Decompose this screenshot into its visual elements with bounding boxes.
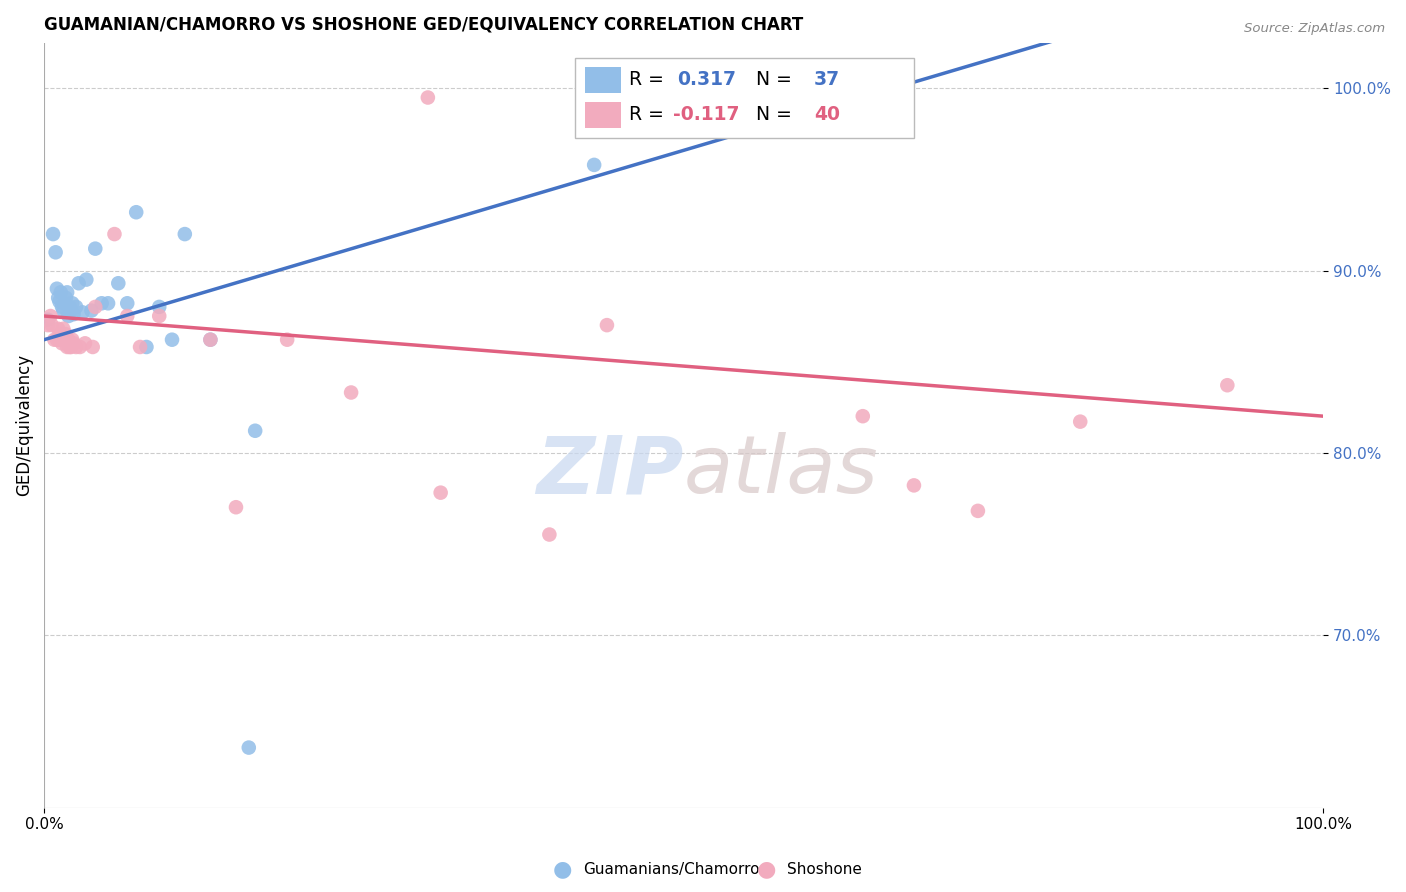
Point bbox=[84, 300, 107, 314]
Point bbox=[59, 340, 82, 354]
Point bbox=[148, 309, 170, 323]
Point bbox=[243, 424, 266, 438]
Text: N =: N = bbox=[744, 105, 797, 124]
Point bbox=[1069, 415, 1091, 429]
Text: N =: N = bbox=[744, 70, 797, 89]
Bar bbox=[585, 102, 621, 128]
Point bbox=[200, 333, 222, 347]
Point bbox=[59, 300, 82, 314]
Point bbox=[37, 318, 59, 332]
Point bbox=[340, 385, 363, 400]
Point bbox=[276, 333, 298, 347]
Point bbox=[44, 333, 66, 347]
Point bbox=[103, 227, 125, 241]
Point bbox=[117, 309, 139, 323]
Point bbox=[41, 318, 63, 332]
Point bbox=[59, 340, 82, 354]
Point bbox=[429, 485, 451, 500]
Point bbox=[65, 300, 87, 314]
Point bbox=[55, 291, 77, 305]
Point bbox=[90, 296, 112, 310]
Point bbox=[80, 303, 103, 318]
Text: ZIP: ZIP bbox=[536, 432, 683, 510]
Point bbox=[51, 336, 73, 351]
Text: ●: ● bbox=[756, 860, 776, 880]
Point bbox=[107, 277, 129, 291]
Point bbox=[852, 409, 875, 424]
Text: Shoshone: Shoshone bbox=[787, 863, 862, 877]
Point bbox=[46, 322, 69, 336]
Point bbox=[173, 227, 195, 241]
Point bbox=[69, 340, 91, 354]
Point bbox=[596, 318, 619, 332]
Point bbox=[45, 282, 67, 296]
Point bbox=[225, 500, 247, 515]
Point bbox=[148, 300, 170, 314]
Point bbox=[583, 158, 606, 172]
Point bbox=[39, 309, 62, 323]
Point bbox=[659, 87, 682, 101]
Point bbox=[125, 205, 148, 219]
Point bbox=[37, 312, 59, 326]
Text: Guamanians/Chamorros: Guamanians/Chamorros bbox=[583, 863, 768, 877]
Point bbox=[51, 300, 73, 314]
Point bbox=[53, 333, 76, 347]
Point bbox=[72, 305, 94, 319]
Point bbox=[67, 277, 90, 291]
Point bbox=[52, 303, 75, 318]
Point bbox=[46, 291, 69, 305]
Point bbox=[903, 478, 925, 492]
Point bbox=[53, 296, 76, 310]
Text: 37: 37 bbox=[814, 70, 841, 89]
Text: R =: R = bbox=[628, 105, 669, 124]
Point bbox=[238, 740, 260, 755]
Point bbox=[73, 336, 96, 351]
Point bbox=[48, 294, 70, 309]
Text: -0.117: -0.117 bbox=[673, 105, 740, 124]
Point bbox=[62, 307, 84, 321]
Point bbox=[84, 242, 107, 256]
Point bbox=[160, 333, 183, 347]
Point bbox=[135, 340, 157, 354]
Point bbox=[55, 327, 77, 342]
Point bbox=[56, 340, 79, 354]
Point bbox=[75, 272, 97, 286]
Point bbox=[967, 504, 990, 518]
Point bbox=[129, 340, 152, 354]
Point bbox=[56, 285, 79, 300]
Point bbox=[60, 333, 83, 347]
Y-axis label: GED/Equivalency: GED/Equivalency bbox=[15, 354, 32, 496]
Point bbox=[49, 285, 72, 300]
Text: R =: R = bbox=[628, 70, 669, 89]
Point bbox=[62, 336, 84, 351]
Text: ●: ● bbox=[553, 860, 572, 880]
Point bbox=[117, 296, 139, 310]
Text: atlas: atlas bbox=[683, 432, 879, 510]
Point bbox=[82, 340, 104, 354]
Point bbox=[65, 340, 87, 354]
Point bbox=[97, 296, 120, 310]
Point bbox=[49, 327, 72, 342]
Point bbox=[59, 303, 82, 318]
Point bbox=[45, 245, 67, 260]
Point bbox=[1216, 378, 1239, 392]
Point bbox=[58, 333, 80, 347]
Point bbox=[48, 333, 70, 347]
Point bbox=[52, 322, 75, 336]
Point bbox=[60, 296, 83, 310]
Text: Source: ZipAtlas.com: Source: ZipAtlas.com bbox=[1244, 22, 1385, 36]
Text: 0.317: 0.317 bbox=[678, 70, 737, 89]
Text: GUAMANIAN/CHAMORRO VS SHOSHONE GED/EQUIVALENCY CORRELATION CHART: GUAMANIAN/CHAMORRO VS SHOSHONE GED/EQUIV… bbox=[44, 15, 803, 33]
Point bbox=[200, 333, 222, 347]
Point bbox=[538, 527, 561, 541]
Text: 40: 40 bbox=[814, 105, 841, 124]
Point bbox=[416, 90, 439, 104]
FancyBboxPatch shape bbox=[575, 58, 914, 138]
Bar bbox=[585, 67, 621, 93]
Point bbox=[42, 227, 65, 241]
Point bbox=[58, 309, 80, 323]
Point bbox=[45, 333, 67, 347]
